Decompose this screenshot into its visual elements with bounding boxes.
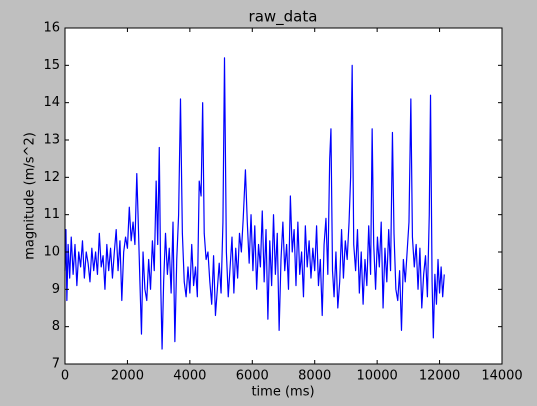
x-tick-label: 2000	[111, 369, 144, 384]
x-tick-label: 4000	[173, 369, 206, 384]
y-tick-label: 10	[43, 245, 60, 260]
plot-area	[65, 28, 502, 364]
y-tick-label: 9	[52, 282, 60, 297]
x-tick-label: 0	[61, 369, 69, 384]
x-tick-label: 6000	[236, 369, 269, 384]
y-tick-label: 16	[43, 21, 60, 36]
x-tick-label: 14000	[481, 369, 522, 384]
data-line	[64, 57, 445, 350]
y-tick-label: 13	[43, 133, 60, 148]
axes-frame	[64, 27, 503, 365]
y-tick-label: 14	[43, 95, 60, 110]
y-tick-label: 7	[52, 357, 60, 372]
x-tick-label: 8000	[298, 369, 331, 384]
y-tick-label: 15	[43, 58, 60, 73]
chart-title: raw_data	[249, 8, 318, 27]
y-tick-label: 8	[52, 319, 60, 334]
x-axis-label: time (ms)	[251, 385, 314, 400]
y-tick-label: 12	[43, 170, 60, 185]
x-tick-label: 12000	[419, 369, 460, 384]
y-tick-label: 11	[43, 207, 60, 222]
y-axis-label: magnitude (m/s^2)	[23, 132, 38, 260]
x-tick-label: 10000	[356, 369, 397, 384]
